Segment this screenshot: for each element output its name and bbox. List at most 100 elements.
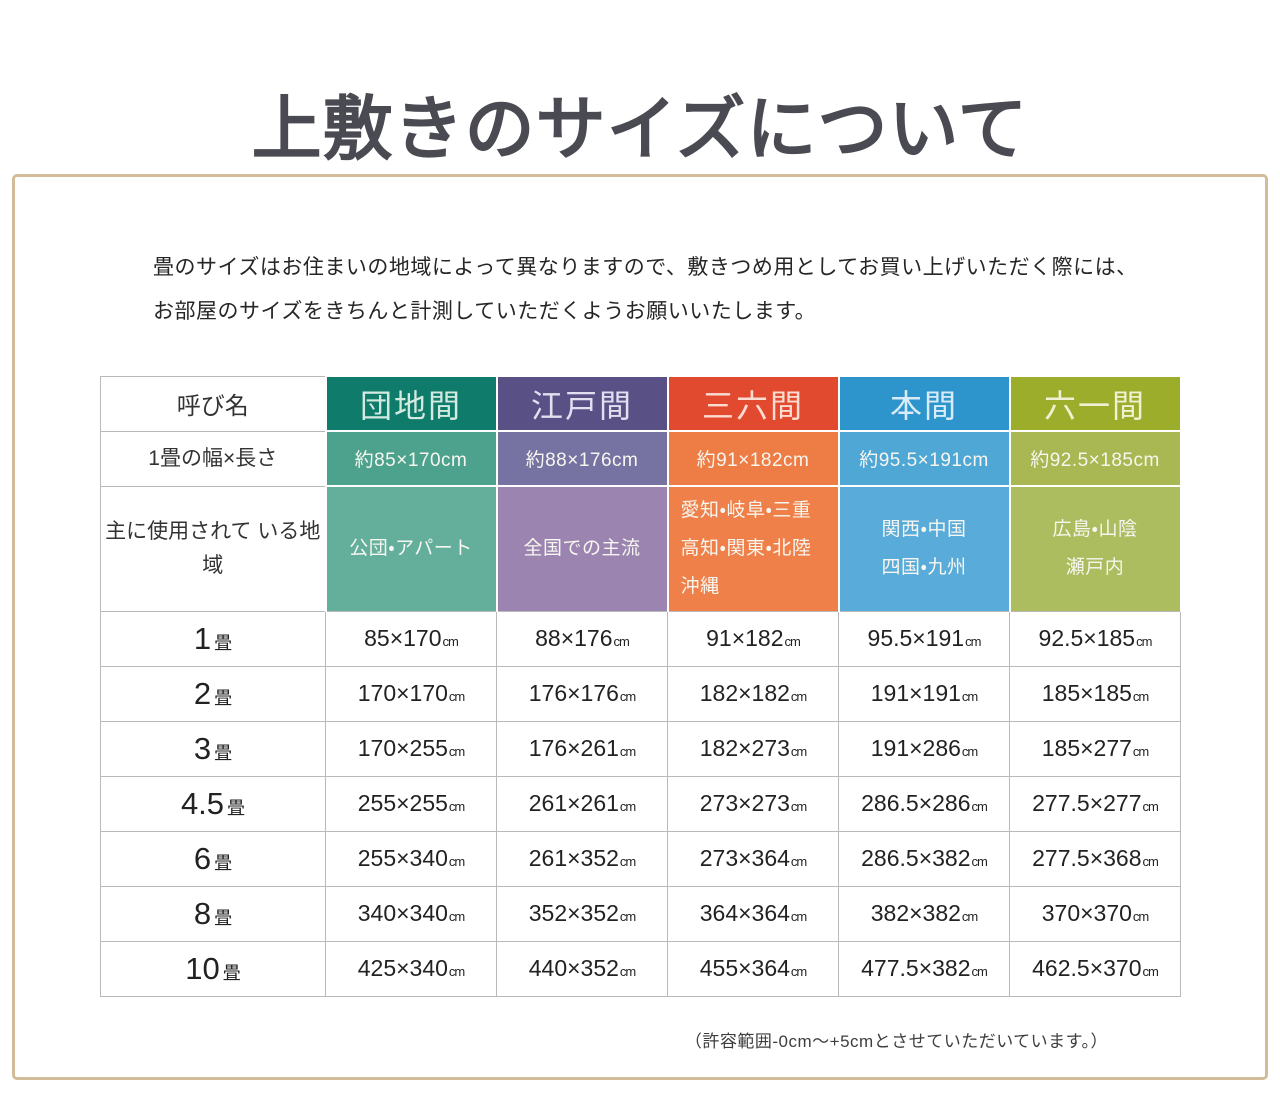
tatami-count: 8	[193, 895, 212, 931]
dimension: 277.5×368	[1032, 845, 1142, 871]
intro-line-1: 畳のサイズはお住まいの地域によって異なりますので、敷きつめ用としてお買い上げいた…	[153, 256, 1138, 279]
row-label-4-5jo: 4.5 畳	[100, 775, 326, 832]
dimension: 191×191	[870, 680, 961, 706]
region-text: 広島・山陰 瀬戸内	[1052, 518, 1138, 578]
tatami-suffix: 畳	[214, 907, 233, 928]
tatami-count: 10	[185, 950, 220, 986]
size-value: 91×182cm	[667, 610, 839, 667]
unit-label: cm	[619, 854, 636, 869]
dimension: 91×182	[706, 625, 784, 651]
dimension: 255×255	[357, 790, 448, 816]
dimension: 364×364	[699, 900, 790, 926]
region-edoma: 全国での主流	[495, 485, 669, 612]
unit-label: cm	[448, 964, 465, 979]
tatami-size-table: 呼び名 団地間 江戸間 三六間 本間 六一間 1畳の幅×長さ 約85×170cm…	[100, 375, 1182, 997]
dimension: 182×273	[699, 735, 790, 761]
dimension: 462.5×370	[1032, 955, 1142, 981]
size-value: 277.5×368cm	[1009, 830, 1181, 887]
size-value: 170×170cm	[325, 665, 497, 722]
unit-label: cm	[790, 689, 807, 704]
size-value: 182×273cm	[667, 720, 839, 777]
unit-label: cm	[619, 964, 636, 979]
tatami-suffix: 畳	[214, 632, 233, 653]
unit-label: cm	[790, 964, 807, 979]
dimension: 95.5×191	[867, 625, 965, 651]
size-value: 440×352cm	[496, 940, 668, 997]
unit-label: cm	[1132, 909, 1149, 924]
size-value: 185×277cm	[1009, 720, 1181, 777]
unit-label: cm	[971, 854, 988, 869]
unit-label: cm	[448, 909, 465, 924]
tatami-suffix: 畳	[214, 852, 233, 873]
dimension: 182×182	[699, 680, 790, 706]
size-value: 176×176cm	[496, 665, 668, 722]
size-value: 176×261cm	[496, 720, 668, 777]
unit-label: cm	[961, 689, 978, 704]
table-row: 10 畳 425×340cm 440×352cm 455×364cm 477.5×…	[100, 940, 1181, 997]
unit-label: cm	[448, 854, 465, 869]
size-value: 286.5×286cm	[838, 775, 1010, 832]
dimension: 352×352	[528, 900, 619, 926]
size-value: 382×382cm	[838, 885, 1010, 942]
size-value: 364×364cm	[667, 885, 839, 942]
column-header-rokuichima: 六一間	[1008, 375, 1182, 432]
unit-label: cm	[784, 634, 801, 649]
tatami-suffix: 畳	[227, 797, 246, 818]
unit-label: cm	[442, 634, 459, 649]
row-label-size: 1畳の幅×長さ	[100, 430, 326, 487]
size-value: 477.5×382cm	[838, 940, 1010, 997]
size-value: 85×170cm	[325, 610, 497, 667]
size-value: 182×182cm	[667, 665, 839, 722]
unit-label: cm	[1132, 689, 1149, 704]
tatami-suffix: 畳	[214, 687, 233, 708]
size-head-honma: 約95.5×191cm	[837, 430, 1011, 487]
region-text: 公団・アパート	[349, 537, 473, 559]
unit-label: cm	[961, 909, 978, 924]
unit-label: cm	[790, 909, 807, 924]
dimension: 370×370	[1041, 900, 1132, 926]
dimension: 191×286	[870, 735, 961, 761]
region-honma: 関西・中国 四国・九州	[837, 485, 1011, 612]
size-value: 425×340cm	[325, 940, 497, 997]
tatami-count: 6	[193, 840, 212, 876]
column-header-sanrokuma: 三六間	[666, 375, 840, 432]
intro-line-2: お部屋のサイズをきちんと計測していただくようお願いいたします。	[153, 300, 817, 323]
unit-label: cm	[448, 689, 465, 704]
unit-label: cm	[619, 689, 636, 704]
dimension: 277.5×277	[1032, 790, 1142, 816]
region-text: 関西・中国 四国・九州	[881, 518, 967, 578]
tatami-suffix: 畳	[222, 962, 241, 983]
unit-label: cm	[1132, 744, 1149, 759]
unit-label: cm	[1136, 634, 1152, 649]
dimension: 185×185	[1041, 680, 1132, 706]
unit-label: cm	[613, 634, 630, 649]
unit-label: cm	[1142, 799, 1159, 814]
dimension: 170×255	[357, 735, 448, 761]
dimension: 88×176	[535, 625, 613, 651]
dimension: 286.5×286	[861, 790, 971, 816]
table-size-row: 1畳の幅×長さ 約85×170cm 約88×176cm 約91×182cm 約9…	[100, 430, 1182, 487]
table-header-row: 呼び名 団地間 江戸間 三六間 本間 六一間	[100, 375, 1182, 432]
dimension: 340×340	[357, 900, 448, 926]
dimension: 85×170	[364, 625, 442, 651]
unit-label: cm	[1142, 964, 1159, 979]
corner-header-name: 呼び名	[100, 375, 326, 432]
tatami-count: 2	[193, 675, 212, 711]
tatami-count: 4.5	[180, 785, 225, 821]
table-row: 4.5 畳 255×255cm 261×261cm 273×273cm 286.5…	[100, 775, 1181, 832]
size-value: 255×255cm	[325, 775, 497, 832]
dimension: 255×340	[357, 845, 448, 871]
intro-paragraph: 畳のサイズはお住まいの地域によって異なりますので、敷きつめ用としてお買い上げいた…	[153, 246, 1138, 334]
dimension: 425×340	[357, 955, 448, 981]
unit-label: cm	[790, 799, 807, 814]
column-header-danchima: 団地間	[324, 375, 498, 432]
dimension: 170×170	[357, 680, 448, 706]
unit-label: cm	[790, 744, 807, 759]
region-text: 全国での主流	[523, 537, 641, 559]
size-value: 462.5×370cm	[1009, 940, 1181, 997]
size-value: 277.5×277cm	[1009, 775, 1181, 832]
size-value: 261×352cm	[496, 830, 668, 887]
table-region-row: 主に使用されて いる地域 公団・アパート 全国での主流 愛知・岐阜・三重 高知・…	[100, 485, 1182, 612]
